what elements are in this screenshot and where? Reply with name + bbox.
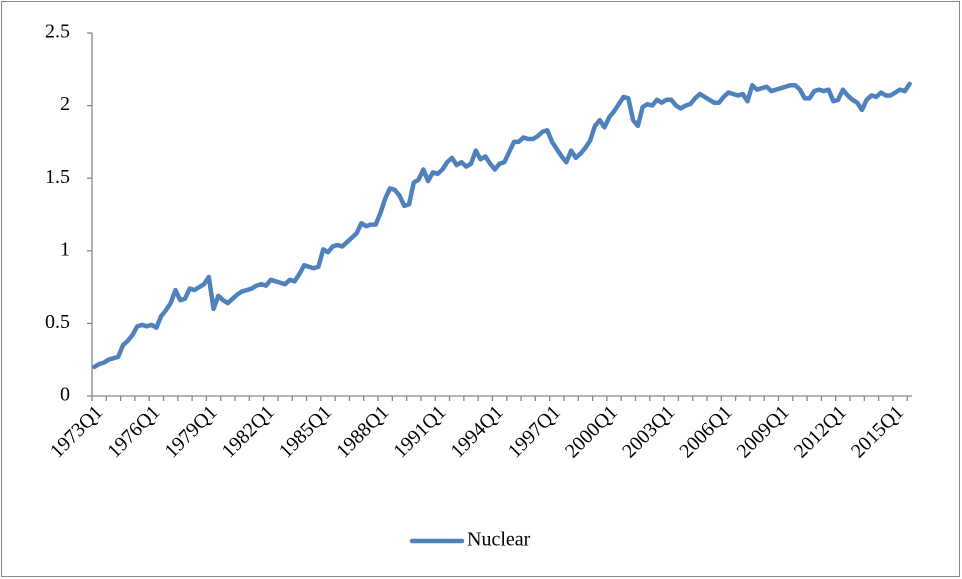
data-line: [92, 81, 912, 370]
legend-label: Nuclear: [467, 529, 531, 551]
y-tick-label: 0.5: [45, 311, 70, 333]
y-tick-label: 1: [60, 238, 70, 260]
y-tick-label: 2.5: [45, 21, 70, 43]
y-tick-label: 1.5: [45, 166, 70, 188]
y-tick-label: 2: [60, 93, 70, 115]
y-tick-label: 0: [60, 384, 70, 406]
